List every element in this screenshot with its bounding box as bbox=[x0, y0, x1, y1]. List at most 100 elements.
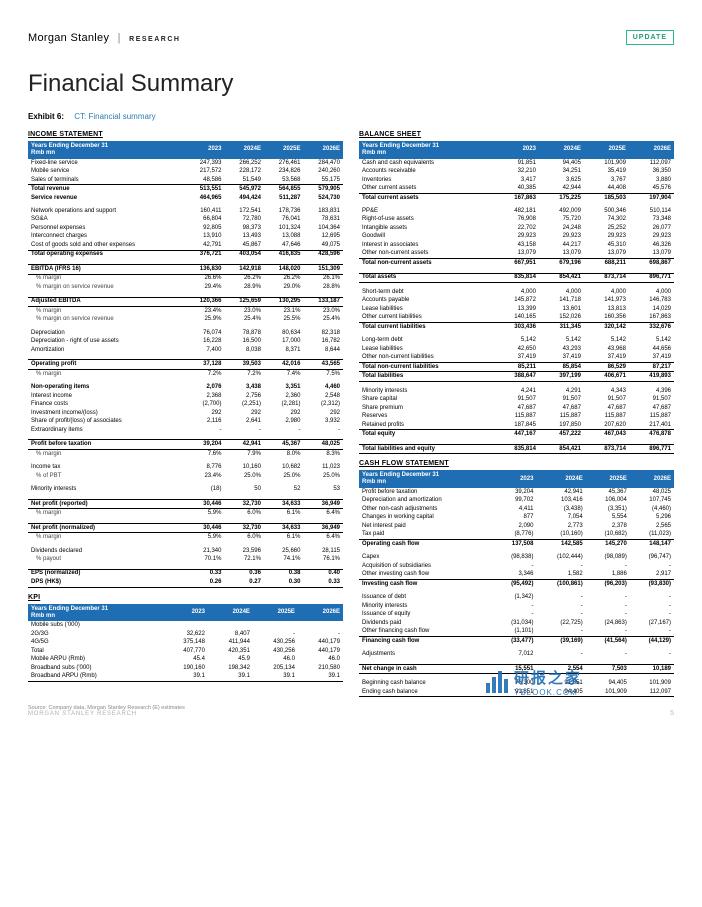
cell-value: 136,830 bbox=[185, 265, 225, 274]
cell-value: 375,148 bbox=[163, 638, 208, 646]
table-row: Sales of terminals48,58651,54953,56855,1… bbox=[28, 176, 343, 185]
cell-value: 6.4% bbox=[303, 509, 343, 518]
table-row: Investment income/(loss)292292292292 bbox=[28, 409, 343, 417]
cell-value: 34,633 bbox=[264, 523, 304, 532]
cell-value: 37,419 bbox=[494, 353, 539, 362]
cell-value: 23.0% bbox=[224, 307, 264, 316]
table-row: Depreciation76,07478,87880,63482,318 bbox=[28, 329, 343, 337]
cell-value: 42,941 bbox=[224, 440, 264, 449]
cell-value: 92,805 bbox=[185, 224, 225, 232]
row-label: Total current liabilities bbox=[359, 323, 494, 332]
cell-value: 151,309 bbox=[303, 265, 343, 274]
cell-value: 247,393 bbox=[185, 159, 225, 167]
row-label: Mobile service bbox=[28, 167, 185, 175]
cell-value: 16,500 bbox=[224, 338, 264, 346]
cell-value: 311,345 bbox=[539, 323, 584, 332]
cell-value: 160,356 bbox=[584, 314, 629, 323]
table-row: Inventories3,4173,6253,7673,880 bbox=[359, 176, 674, 184]
table-row: Service revenue464,965494,424511,287524,… bbox=[28, 194, 343, 202]
row-label: Beginning cash balance bbox=[359, 679, 492, 687]
table-row: % margin5.9%6.0%6.1%6.4% bbox=[28, 533, 343, 542]
cell-value: 43,158 bbox=[494, 241, 539, 249]
row-label: Interest in associates bbox=[359, 241, 494, 249]
table-row: Depreciation and amortization99,702103,4… bbox=[359, 497, 674, 505]
cell-value: 228,172 bbox=[224, 167, 264, 175]
row-label: Investment income/(loss) bbox=[28, 409, 185, 417]
row-label: Depreciation bbox=[28, 329, 185, 337]
table-row: Mobile ARPU (Rmb)45.445.946.046.0 bbox=[28, 655, 343, 663]
cell-value: 4,411 bbox=[492, 505, 536, 513]
cell-value: 115,887 bbox=[494, 412, 539, 420]
cell-value: 511,287 bbox=[264, 194, 304, 202]
cell-value: 7.9% bbox=[224, 449, 264, 458]
cell-value: - bbox=[586, 650, 630, 658]
cell-value: 4,343 bbox=[584, 387, 629, 395]
cell-value: 46.0 bbox=[253, 655, 298, 663]
cell-value: (3,438) bbox=[536, 505, 585, 513]
row-label: Long-term debt bbox=[359, 337, 494, 345]
table-row: Acquisition of subsidiaries---- bbox=[359, 562, 674, 570]
row-label: Total equity bbox=[359, 430, 494, 439]
cell-value: 98,373 bbox=[224, 224, 264, 232]
row-label: 2G/3G bbox=[28, 630, 163, 638]
table-row: Mobile service217,572228,172234,826240,2… bbox=[28, 167, 343, 175]
cell-value: 430,256 bbox=[253, 647, 298, 655]
cell-value: 3,417 bbox=[494, 176, 539, 184]
cell-value: 107,745 bbox=[630, 497, 674, 505]
row-label: Depreciation - right of use assets bbox=[28, 338, 185, 346]
cell-value: 103,416 bbox=[536, 497, 585, 505]
cell-value: 120,366 bbox=[185, 297, 225, 306]
cell-value: 0.26 bbox=[185, 578, 225, 587]
row-label: Mobile ARPU (Rmb) bbox=[28, 655, 163, 663]
row-label: Total bbox=[28, 647, 163, 655]
cell-value: 17,000 bbox=[264, 338, 304, 346]
cell-value: 877 bbox=[492, 514, 536, 522]
cell-value: - bbox=[492, 610, 536, 618]
table-row: Depreciation - right of use assets16,228… bbox=[28, 338, 343, 346]
table-row: Total operating expenses376,721403,05441… bbox=[28, 250, 343, 259]
cell-value: 2,773 bbox=[536, 522, 585, 530]
row-label: Inventories bbox=[359, 176, 494, 184]
cell-value: 28.9% bbox=[224, 283, 264, 291]
cell-value: 513,551 bbox=[185, 185, 225, 194]
cell-value: 91,507 bbox=[584, 395, 629, 403]
cell-value: 13,079 bbox=[584, 250, 629, 259]
col-header-year: 2024E bbox=[539, 141, 584, 159]
cell-value: - bbox=[630, 562, 674, 570]
table-row: Net profit (reported)30,44632,73034,6333… bbox=[28, 499, 343, 508]
cell-value: 45,367 bbox=[264, 440, 304, 449]
cell-value: 30,446 bbox=[185, 499, 225, 508]
cell-value: 45,310 bbox=[584, 241, 629, 249]
cell-value: 115,887 bbox=[584, 412, 629, 420]
cell-value: 0.40 bbox=[303, 569, 343, 578]
balance-table: Years Ending December 31Rmb mn20232024E2… bbox=[359, 141, 674, 454]
row-label: Broadband subs ('000) bbox=[28, 664, 163, 672]
row-label: SG&A bbox=[28, 216, 185, 224]
row-label: Changes in working capital bbox=[359, 514, 492, 522]
table-row: Capex(98,838)(102,444)(98,089)(96,747) bbox=[359, 553, 674, 561]
cell-value: 25.0% bbox=[303, 472, 343, 480]
cell-value: 14,029 bbox=[629, 305, 674, 313]
table-row: Share of profit/(loss) of associates2,11… bbox=[28, 417, 343, 425]
cell-value: 7.4% bbox=[264, 369, 304, 378]
brand: Morgan Stanley | RESEARCH bbox=[28, 32, 180, 44]
table-row: Non-operating items2,0763,4383,3514,460 bbox=[28, 383, 343, 391]
cell-value: 28,115 bbox=[303, 547, 343, 555]
table-row: Profit before taxation39,20442,94145,367… bbox=[28, 440, 343, 449]
watermark: 研报之家 YBLOOK.COM bbox=[486, 667, 582, 697]
cell-value: (22,725) bbox=[536, 619, 585, 627]
cell-value: 6.1% bbox=[264, 509, 304, 518]
cell-value: 51,549 bbox=[224, 176, 264, 185]
cell-value: (18) bbox=[185, 485, 225, 493]
right-column: BALANCE SHEET Years Ending December 31Rm… bbox=[359, 127, 674, 697]
col-header-year: 2025E bbox=[264, 141, 304, 159]
cell-value: 43,968 bbox=[584, 345, 629, 353]
cell-value: 146,783 bbox=[629, 297, 674, 305]
col-header-year: 2025E bbox=[584, 141, 629, 159]
cell-value: 145,270 bbox=[586, 540, 630, 549]
row-label: Intangible assets bbox=[359, 224, 494, 232]
cell-value: (8,776) bbox=[492, 531, 536, 540]
cell-value: 178,736 bbox=[264, 207, 304, 215]
cell-value: 0.33 bbox=[185, 569, 225, 578]
row-label: Amortization bbox=[28, 346, 185, 354]
